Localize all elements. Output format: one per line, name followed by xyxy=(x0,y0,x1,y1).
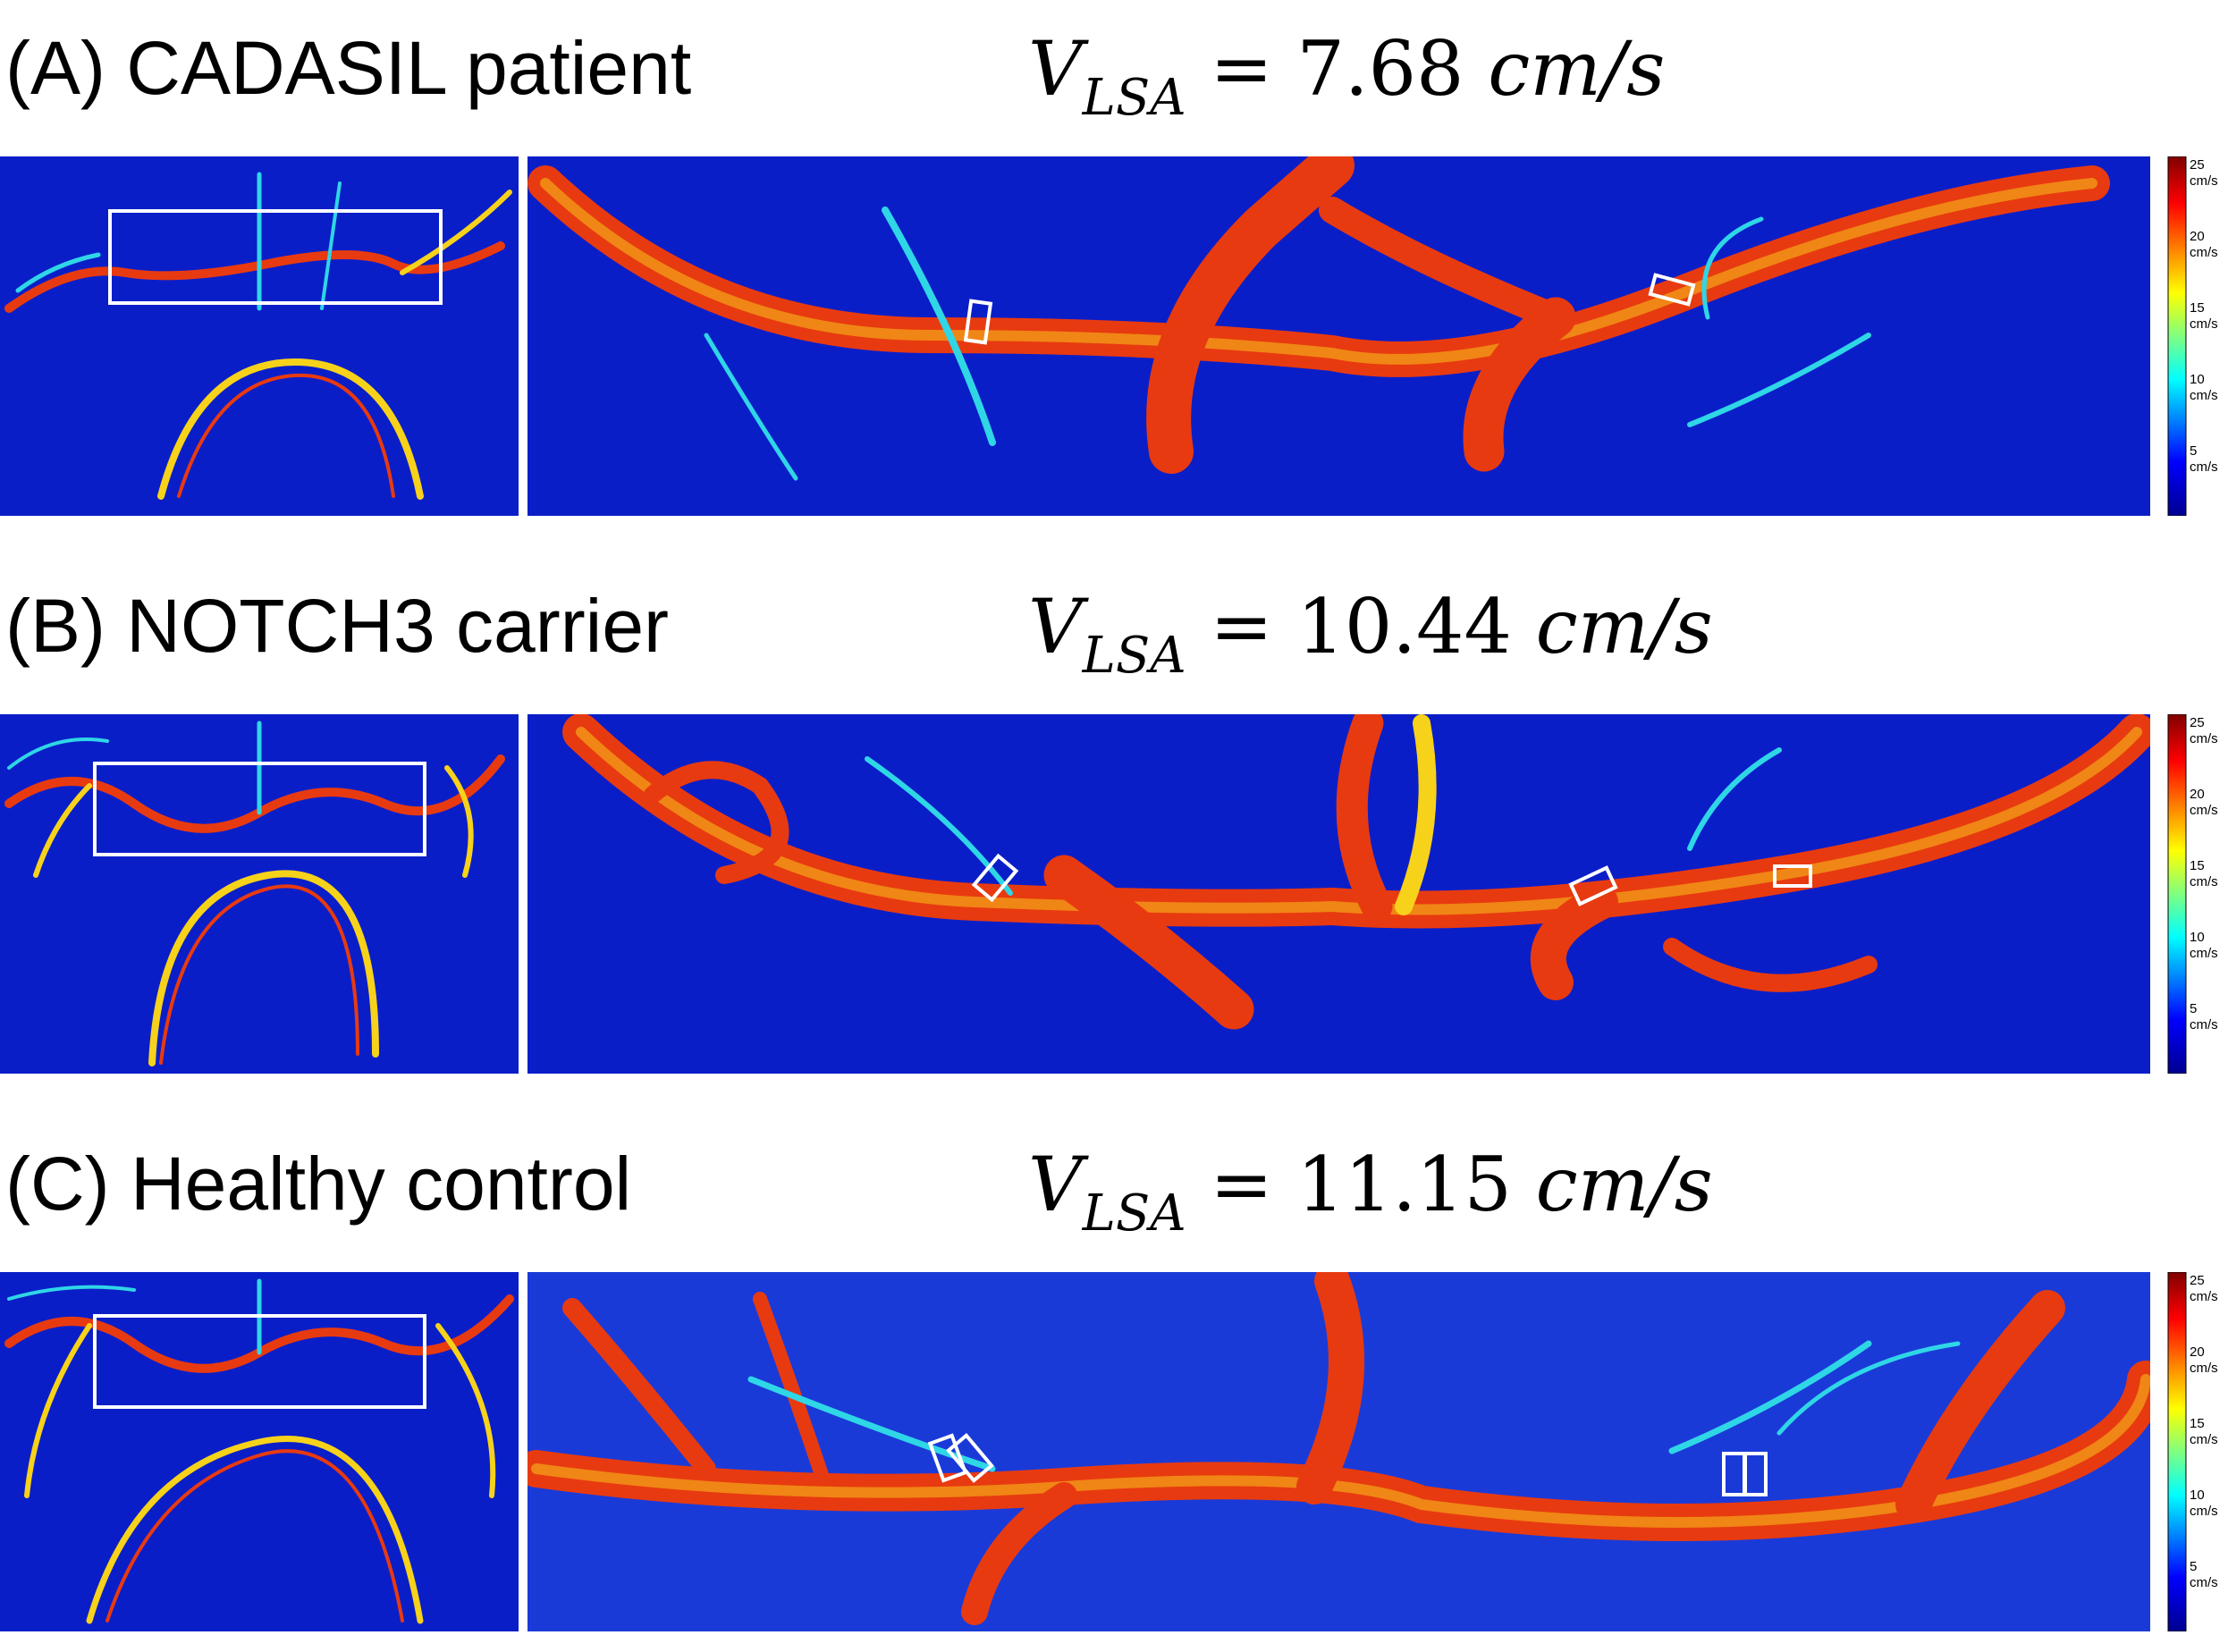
svg-text:15: 15 xyxy=(2190,300,2205,316)
overview-image xyxy=(0,1272,519,1631)
svg-text:cm/s: cm/s xyxy=(2190,1504,2218,1519)
velocity-colorbar: 25 cm/s 20 cm/s 15 cm/s 10 cm/s 5 cm/s xyxy=(2166,714,2228,1074)
overview-image xyxy=(0,714,519,1074)
svg-text:cm/s: cm/s xyxy=(2190,731,2218,746)
zoomed-velocity-map xyxy=(527,156,2150,516)
velocity-readout: VLSA = 10.44 cm/s xyxy=(1028,583,1713,685)
svg-text:cm/s: cm/s xyxy=(2190,1289,2218,1304)
svg-text:20: 20 xyxy=(2190,1344,2205,1360)
svg-text:10: 10 xyxy=(2190,372,2205,387)
svg-text:cm/s: cm/s xyxy=(2190,459,2218,475)
svg-text:5: 5 xyxy=(2190,1001,2197,1016)
panel-label: (A) CADASIL patient xyxy=(5,26,692,110)
svg-text:cm/s: cm/s xyxy=(2190,316,2218,332)
velocity-readout: VLSA = 7.68 cm/s xyxy=(1028,25,1666,127)
svg-text:25: 25 xyxy=(2190,715,2205,730)
svg-text:cm/s: cm/s xyxy=(2190,1575,2218,1590)
svg-text:10: 10 xyxy=(2190,1488,2205,1503)
svg-text:cm/s: cm/s xyxy=(2190,803,2218,818)
panel-c: (C) Healthy control VLSA = 11.15 cm/s xyxy=(0,1116,2228,1652)
zoomed-velocity-map xyxy=(527,1272,2150,1631)
svg-text:20: 20 xyxy=(2190,787,2205,802)
svg-text:10: 10 xyxy=(2190,930,2205,945)
velocity-colorbar: 25 cm/s 20 cm/s 15 cm/s 10 cm/s 5 cm/s xyxy=(2166,156,2228,516)
overview-image xyxy=(0,156,519,516)
svg-text:25: 25 xyxy=(2190,157,2205,173)
panel-b: (B) NOTCH3 carrier VLSA = 10.44 cm/s xyxy=(0,558,2228,1094)
svg-text:cm/s: cm/s xyxy=(2190,1361,2218,1376)
panel-a: (A) CADASIL patient VLSA = 7.68 cm/s xyxy=(0,0,2228,536)
svg-text:15: 15 xyxy=(2190,1416,2205,1431)
svg-text:cm/s: cm/s xyxy=(2190,1432,2218,1447)
panel-label: (C) Healthy control xyxy=(5,1142,632,1226)
svg-text:5: 5 xyxy=(2190,443,2197,459)
velocity-readout: VLSA = 11.15 cm/s xyxy=(1028,1141,1713,1243)
svg-text:5: 5 xyxy=(2190,1559,2197,1574)
svg-text:cm/s: cm/s xyxy=(2190,388,2218,403)
svg-text:15: 15 xyxy=(2190,858,2205,873)
svg-text:cm/s: cm/s xyxy=(2190,245,2218,260)
zoomed-velocity-map xyxy=(527,714,2150,1074)
svg-text:cm/s: cm/s xyxy=(2190,173,2218,189)
svg-text:20: 20 xyxy=(2190,229,2205,244)
panel-label: (B) NOTCH3 carrier xyxy=(5,584,670,668)
svg-text:25: 25 xyxy=(2190,1273,2205,1288)
svg-text:cm/s: cm/s xyxy=(2190,874,2218,889)
svg-text:cm/s: cm/s xyxy=(2190,1017,2218,1032)
velocity-colorbar: 25 cm/s 20 cm/s 15 cm/s 10 cm/s 5 cm/s xyxy=(2166,1272,2228,1631)
svg-text:cm/s: cm/s xyxy=(2190,946,2218,961)
